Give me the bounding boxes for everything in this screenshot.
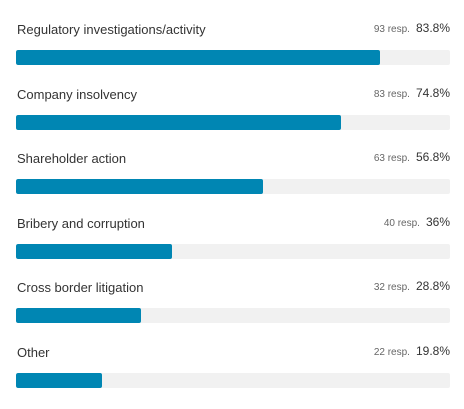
percentage-label: 74.8% <box>415 85 450 100</box>
category-label: Company insolvency <box>17 86 137 102</box>
row-stats: 22 resp. 19.8% <box>374 344 450 362</box>
bar <box>16 179 263 195</box>
percentage-label: 36% <box>425 214 450 229</box>
bar-row: Shareholder action 63 resp. 56.8% <box>16 150 450 200</box>
category-label: Other <box>17 345 50 360</box>
bar-track <box>16 50 450 65</box>
response-count-label: 32 resp. <box>373 282 410 294</box>
category-label: Regulatory investigations/activity <box>17 22 206 37</box>
row-stats: 63 resp. 56.8% <box>374 150 450 168</box>
row-stats: 93 resp. 83.8% <box>374 21 450 39</box>
bar-track <box>16 179 450 195</box>
bar-row: Other 22 resp. 19.8% <box>16 344 450 394</box>
response-count-label: 93 resp. <box>373 24 410 35</box>
bar-row: Cross border litigation 32 resp. 28.8% <box>16 279 450 329</box>
bar <box>16 373 102 388</box>
bar-track <box>16 308 450 324</box>
category-label: Bribery and corruption <box>17 215 145 231</box>
percentage-label: 28.8% <box>415 279 450 294</box>
percentage-label: 19.8% <box>415 344 450 358</box>
percentage-label: 83.8% <box>415 21 450 35</box>
bar-track <box>16 243 450 259</box>
row-stats: 83 resp. 74.8% <box>374 86 450 104</box>
bar-row: Regulatory investigations/activity 93 res… <box>16 21 450 71</box>
category-label: Cross border litigation <box>17 280 144 296</box>
bar-track <box>16 114 450 130</box>
bar <box>16 50 380 65</box>
bar-row: Company insolvency 83 resp. 74.8% <box>16 86 450 136</box>
bar <box>16 114 341 130</box>
response-count-label: 63 resp. <box>373 153 410 165</box>
response-count-label: 22 resp. <box>373 347 410 358</box>
row-stats: 40 resp. 36% <box>384 215 450 233</box>
bar-row: Bribery and corruption 40 resp. 36% <box>16 215 450 265</box>
bar <box>16 308 141 324</box>
bar <box>16 243 173 259</box>
row-stats: 32 resp. 28.8% <box>374 279 450 297</box>
percentage-label: 56.8% <box>415 150 450 165</box>
response-count-label: 83 resp. <box>373 88 410 100</box>
category-label: Shareholder action <box>17 151 127 167</box>
bar-track <box>16 373 450 388</box>
response-count-label: 40 resp. <box>383 217 420 229</box>
